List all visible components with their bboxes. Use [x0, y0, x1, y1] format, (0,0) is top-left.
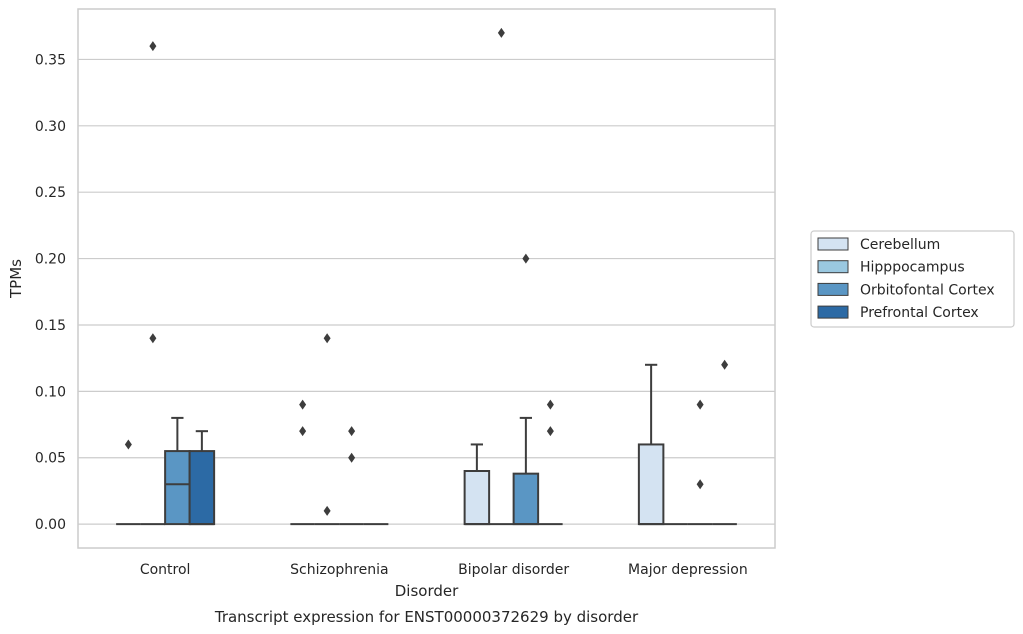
y-tick-label: 0.15: [35, 318, 66, 334]
box-prefrontal-cortex: [188, 430, 216, 526]
x-tick-label: Control: [140, 562, 191, 578]
outlier-point: [149, 41, 157, 52]
legend-swatch: [817, 305, 849, 319]
x-tick-label: Schizophrenia: [290, 562, 388, 578]
box-body: [463, 470, 491, 526]
legend-swatch: [817, 237, 849, 251]
outlier-point: [497, 27, 505, 38]
outlier-point: [696, 399, 704, 410]
y-tick-label: 0.25: [35, 185, 66, 201]
y-tick-label: 0.20: [35, 252, 66, 268]
outliers: [124, 27, 729, 516]
x-tick-labels: Control Schizophrenia Bipolar disorder Majo…: [140, 562, 748, 578]
outlier-point: [299, 399, 307, 410]
outlier-point: [546, 426, 554, 437]
legend-frame: [810, 230, 1015, 328]
legend-label: Hipppocampus: [860, 260, 965, 276]
y-tick-label: 0.30: [35, 119, 66, 135]
x-tick-label: Bipolar disorder: [458, 562, 569, 578]
outlier-point: [696, 479, 704, 490]
y-tick-label: 0.00: [35, 517, 66, 533]
legend-label: Cerebellum: [860, 237, 940, 253]
outlier-point: [348, 452, 356, 463]
legend-label: Prefrontal Cortex: [860, 305, 979, 321]
y-tick-label: 0.35: [35, 52, 66, 68]
x-axis-label: Disorder: [395, 582, 459, 600]
outlier-point: [149, 333, 157, 344]
chart-caption: Transcript expression for ENST0000037262…: [214, 608, 639, 626]
box-body: [512, 472, 540, 526]
outlier-point: [124, 439, 132, 450]
y-tick-label: 0.10: [35, 384, 66, 400]
box-orbitofontal-cortex: [512, 416, 540, 526]
x-tick-label: Major depression: [628, 562, 748, 578]
outlier-point: [323, 333, 331, 344]
outlier-point: [522, 253, 530, 264]
box-body: [164, 450, 191, 526]
outlier-point: [299, 426, 307, 437]
box-cerebellum: [463, 443, 491, 526]
plot-frame: [77, 8, 776, 549]
legend: Cerebellum Hipppocampus Orbitofontal Corte…: [810, 230, 1015, 328]
boxes: [116, 363, 737, 526]
box-body: [188, 450, 216, 526]
box-orbitofontal-cortex: [164, 416, 191, 526]
legend-label: Orbitofontal Cortex: [860, 282, 995, 298]
outlier-point: [546, 399, 554, 410]
outlier-point: [348, 426, 356, 437]
y-tick-label: 0.05: [35, 451, 66, 467]
y-tick-labels: 0.00 0.05 0.10 0.15 0.20 0.25 0.30 0.35: [35, 52, 66, 533]
box-cerebellum: [637, 363, 665, 526]
y-axis-label: TPMs: [7, 259, 25, 299]
box-body: [637, 443, 665, 526]
outlier-point: [721, 359, 729, 370]
legend-swatch: [817, 260, 849, 274]
legend-swatch: [817, 282, 849, 296]
outlier-point: [323, 505, 331, 516]
